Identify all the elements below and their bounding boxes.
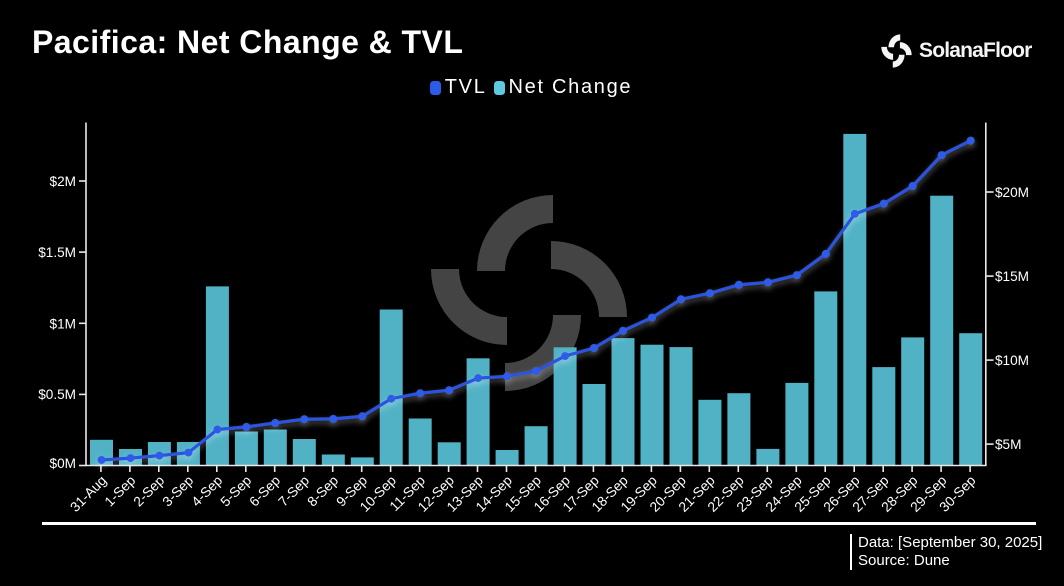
svg-text:7-Sep: 7-Sep xyxy=(276,473,313,510)
svg-text:3-Sep: 3-Sep xyxy=(160,473,197,510)
svg-text:5-Sep: 5-Sep xyxy=(218,473,255,510)
svg-text:$5M: $5M xyxy=(995,437,1021,452)
svg-text:$0M: $0M xyxy=(50,456,76,471)
svg-text:$1M: $1M xyxy=(50,316,76,331)
svg-text:4-Sep: 4-Sep xyxy=(189,473,226,510)
svg-text:$10M: $10M xyxy=(995,353,1029,368)
svg-text:2-Sep: 2-Sep xyxy=(131,473,168,510)
svg-text:8-Sep: 8-Sep xyxy=(305,473,342,510)
svg-text:$2M: $2M xyxy=(50,174,76,189)
svg-text:1-Sep: 1-Sep xyxy=(102,473,139,510)
svg-text:6-Sep: 6-Sep xyxy=(247,473,284,510)
svg-text:$15M: $15M xyxy=(995,269,1029,284)
svg-text:31-Aug: 31-Aug xyxy=(67,473,109,515)
svg-text:$1.5M: $1.5M xyxy=(38,245,76,260)
svg-text:$20M: $20M xyxy=(995,185,1029,200)
svg-text:$0.5M: $0.5M xyxy=(38,387,76,402)
